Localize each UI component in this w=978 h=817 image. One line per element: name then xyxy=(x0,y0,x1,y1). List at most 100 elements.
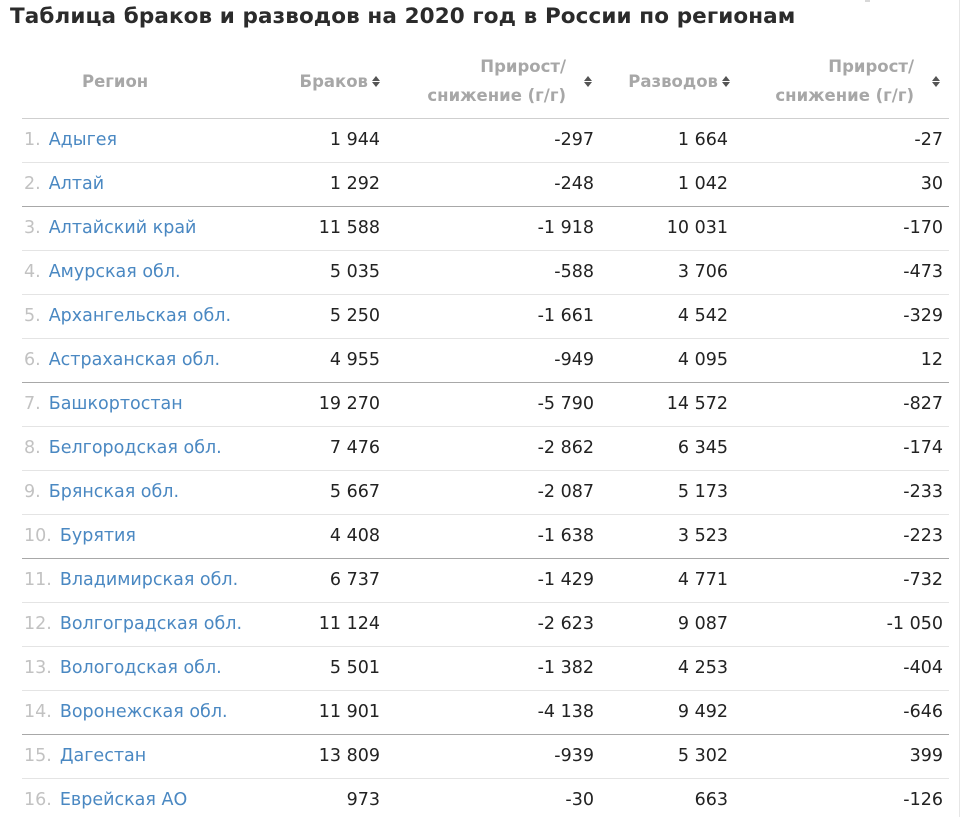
marriages-cell: 1 292 xyxy=(329,174,380,194)
region-link[interactable]: Башкортостан xyxy=(48,394,183,414)
divorces-change-cell: -233 xyxy=(903,482,943,502)
sort-arrows-icon[interactable] xyxy=(372,75,380,87)
marriages-cell: 11 588 xyxy=(318,218,380,238)
region-cell: 12. Волгоградская обл. xyxy=(24,603,242,646)
sort-arrows-icon[interactable] xyxy=(722,75,730,87)
table-row: 8. Белгородская обл. 7 476 -2 862 6 345 -174 xyxy=(22,427,949,471)
divorces-change-cell: -646 xyxy=(903,702,943,722)
region-link[interactable]: Алтайский край xyxy=(48,218,197,238)
divorces-cell: 5 302 xyxy=(677,746,728,766)
region-cell: 4. Амурская обл. xyxy=(24,251,181,294)
table-row: 12. Волгоградская обл. 11 124 -2 623 9 087 -1… xyxy=(22,603,949,647)
row-number: 2. xyxy=(24,174,41,194)
divorces-change-cell: -170 xyxy=(903,218,943,238)
table-row: 3. Алтайский край 11 588 -1 918 10 031 -170 xyxy=(22,207,949,251)
marriages-change-cell: -2 862 xyxy=(537,438,594,458)
region-cell: 8. Белгородская обл. xyxy=(24,427,222,470)
marriages-cell: 973 xyxy=(346,790,380,810)
region-cell: 1. Адыгея xyxy=(24,119,117,162)
marriages-change-cell: -1 382 xyxy=(537,658,594,678)
marriages-change-cell: -297 xyxy=(554,130,594,150)
table-row: 13. Вологодская обл. 5 501 -1 382 4 253 -404 xyxy=(22,647,949,691)
region-link[interactable]: Дагестан xyxy=(59,746,147,766)
marriages-cell: 11 124 xyxy=(318,614,380,634)
region-link[interactable]: Адыгея xyxy=(48,130,118,150)
region-cell: 13. Вологодская обл. xyxy=(24,647,222,690)
frame-tick xyxy=(865,0,870,2)
marriages-change-cell: -4 138 xyxy=(537,702,594,722)
row-number: 6. xyxy=(24,350,41,370)
divorces-cell: 4 253 xyxy=(677,658,728,678)
marriages-cell: 5 250 xyxy=(329,306,380,326)
region-link[interactable]: Воронежская обл. xyxy=(59,702,228,722)
region-cell: 6. Астраханская обл. xyxy=(24,339,220,382)
region-link[interactable]: Волгоградская обл. xyxy=(59,614,243,634)
marriages-change-cell: -1 661 xyxy=(537,306,594,326)
column-header-divorces-change[interactable]: Прирост/ снижение (г/г) xyxy=(762,44,940,118)
region-link[interactable]: Алтай xyxy=(48,174,105,194)
region-cell: 11. Владимирская обл. xyxy=(24,559,238,602)
table-row: 14. Воронежская обл. 11 901 -4 138 9 492 -646 xyxy=(22,691,949,735)
marriages-cell: 5 501 xyxy=(329,658,380,678)
row-number: 4. xyxy=(24,262,41,282)
sort-arrows-icon[interactable] xyxy=(584,75,592,87)
table-row: 15. Дагестан 13 809 -939 5 302 399 xyxy=(22,735,949,779)
table-body: 1. Адыгея 1 944 -297 1 664 -27 2. Алтай 1 292 -24… xyxy=(22,119,949,817)
region-link[interactable]: Брянская обл. xyxy=(48,482,180,502)
divorces-change-cell: -404 xyxy=(903,658,943,678)
row-number: 15. xyxy=(24,746,52,766)
table-row: 9. Брянская обл. 5 667 -2 087 5 173 -233 xyxy=(22,471,949,515)
row-number: 5. xyxy=(24,306,41,326)
region-link[interactable]: Бурятия xyxy=(59,526,136,546)
table-row: 6. Астраханская обл. 4 955 -949 4 095 12 xyxy=(22,339,949,383)
column-header-divorces-change-line2: снижение (г/г) xyxy=(775,86,914,105)
region-link[interactable]: Еврейская АО xyxy=(59,790,188,810)
divorces-cell: 4 771 xyxy=(677,570,728,590)
column-header-marriages[interactable]: Браков xyxy=(272,44,380,118)
region-cell: 2. Алтай xyxy=(24,163,104,206)
divorces-cell: 663 xyxy=(694,790,728,810)
divorces-change-cell: -174 xyxy=(903,438,943,458)
row-number: 1. xyxy=(24,130,41,150)
table-row: 2. Алтай 1 292 -248 1 042 30 xyxy=(22,163,949,207)
marriages-change-cell: -939 xyxy=(554,746,594,766)
table-row: 11. Владимирская обл. 6 737 -1 429 4 771 -732 xyxy=(22,559,949,603)
marriages-cell: 13 809 xyxy=(318,746,380,766)
region-link[interactable]: Астраханская обл. xyxy=(48,350,221,370)
divorces-change-cell: -1 050 xyxy=(886,614,943,634)
page-title: Таблица браков и разводов на 2020 год в … xyxy=(10,4,796,29)
divorces-change-cell: 12 xyxy=(920,350,943,370)
divorces-change-cell: -329 xyxy=(903,306,943,326)
region-link[interactable]: Владимирская обл. xyxy=(59,570,239,590)
divorces-cell: 5 173 xyxy=(677,482,728,502)
divorces-cell: 14 572 xyxy=(666,394,728,414)
column-header-region: Регион xyxy=(82,71,149,91)
region-cell: 15. Дагестан xyxy=(24,735,146,778)
marriages-cell: 11 901 xyxy=(318,702,380,722)
marriages-change-cell: -949 xyxy=(554,350,594,370)
region-link[interactable]: Вологодская обл. xyxy=(59,658,222,678)
region-cell: 16. Еврейская АО xyxy=(24,779,187,817)
divorces-cell: 1 042 xyxy=(677,174,728,194)
column-header-divorces[interactable]: Разводов xyxy=(612,44,730,118)
region-link[interactable]: Амурская обл. xyxy=(48,262,181,282)
region-link[interactable]: Белгородская обл. xyxy=(48,438,222,458)
divorces-cell: 6 345 xyxy=(677,438,728,458)
row-number: 16. xyxy=(24,790,52,810)
column-header-marriages-change[interactable]: Прирост/ снижение (г/г) xyxy=(412,44,592,118)
divorces-change-cell: -473 xyxy=(903,262,943,282)
marriages-cell: 6 737 xyxy=(329,570,380,590)
marriages-cell: 5 667 xyxy=(329,482,380,502)
column-header-divorces-change-line1: Прирост/ xyxy=(828,57,914,76)
row-number: 8. xyxy=(24,438,41,458)
row-number: 12. xyxy=(24,614,52,634)
region-link[interactable]: Архангельская обл. xyxy=(48,306,232,326)
marriages-cell: 5 035 xyxy=(329,262,380,282)
sort-arrows-icon[interactable] xyxy=(932,75,940,87)
marriages-change-cell: -5 790 xyxy=(537,394,594,414)
marriages-cell: 4 408 xyxy=(329,526,380,546)
marriages-change-cell: -1 918 xyxy=(537,218,594,238)
table-header: Регион Браков Прирост/ снижение (г/г) Ра… xyxy=(22,44,949,119)
marriages-cell: 1 944 xyxy=(329,130,380,150)
